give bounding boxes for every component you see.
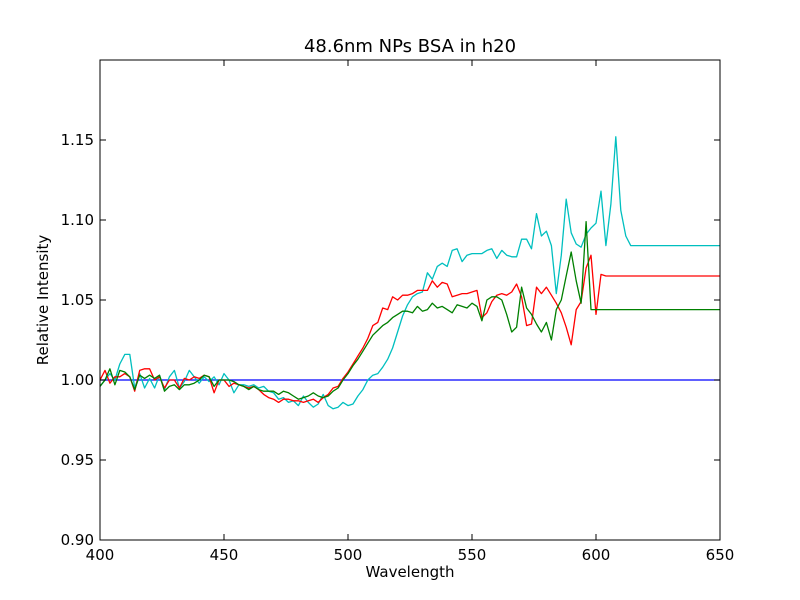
series-line-cyan [99,136,720,410]
y-axis-label: Relative Intensity [34,235,52,366]
x-tick-label: 550 [458,546,487,564]
x-axis-label: Wavelength [366,563,455,581]
y-tick-label: 0.90 [61,531,94,549]
x-axis: 400 450 500 550 600 650 [86,60,735,564]
y-tick-label: 1.10 [61,211,94,229]
x-tick-label: 650 [706,546,735,564]
series-layer [99,136,720,410]
y-axis: 0.90 0.95 1.00 1.05 1.10 1.15 [61,131,720,549]
y-tick-label: 0.95 [61,451,94,469]
y-tick-label: 1.00 [61,371,94,389]
y-tick-label: 1.15 [61,131,94,149]
x-tick-label: 400 [86,546,115,564]
y-tick-label: 1.05 [61,291,94,309]
x-tick-label: 500 [334,546,363,564]
series-line-green [99,220,720,400]
x-tick-label: 600 [582,546,611,564]
chart-title: 48.6nm NPs BSA in h20 [304,36,516,57]
x-tick-label: 450 [210,546,239,564]
